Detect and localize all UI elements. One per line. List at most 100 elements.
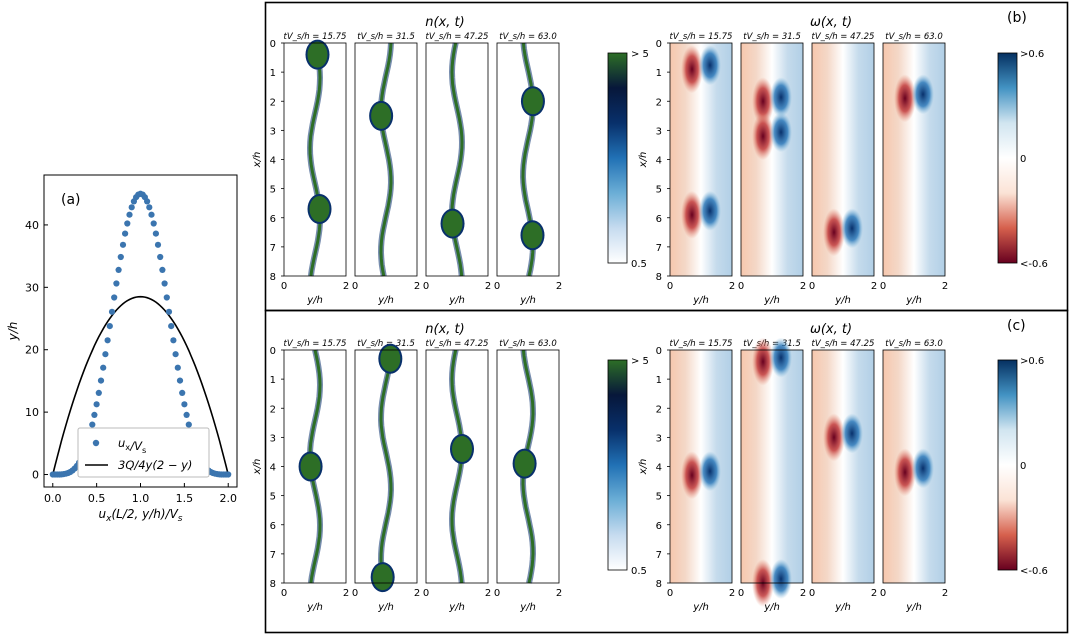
- density-core: [308, 42, 322, 277]
- vortex-negative: [894, 74, 916, 123]
- y-tick-label: 0: [32, 469, 39, 482]
- frame-label: tV_s/h = 15.75: [670, 32, 733, 42]
- density-blob: [522, 222, 543, 249]
- vortex-positive: [770, 559, 792, 599]
- density-blob: [451, 436, 472, 463]
- frame-label: tV_s/h = 31.5: [357, 339, 415, 349]
- x-tick-label: 2: [871, 281, 877, 292]
- x-tick-label: 0: [423, 588, 429, 599]
- colorbar-gradient: [607, 52, 628, 264]
- panel-label: (c): [1007, 318, 1026, 334]
- vortex-positive: [699, 45, 721, 86]
- heatmap-frame: tV_s/h = 31.5 0 2 y/h: [738, 337, 806, 613]
- y-tick-label: 6: [270, 521, 276, 532]
- frame-label: tV_s/h = 31.5: [743, 339, 801, 349]
- heatmap-bg: [741, 43, 803, 276]
- x-tick-label: 0: [880, 588, 886, 599]
- y-tick-label: 6: [656, 521, 662, 532]
- density-blob: [514, 450, 535, 477]
- x-tick-label: 1.5: [176, 492, 194, 505]
- x-tick-label: 2: [485, 281, 491, 292]
- heatmap-frame: tV_s/h = 15.75 0 2 y/h 0 1 2 3 4 5 6 7 8 x/h: [252, 32, 349, 306]
- x-tick-label: 0: [667, 281, 673, 292]
- frame-label: tV_s/h = 47.25: [426, 339, 489, 349]
- y-tick-label: 2: [656, 404, 662, 415]
- data-point: [95, 389, 102, 396]
- x-tick-label: 0: [352, 281, 358, 292]
- data-point: [154, 241, 162, 248]
- data-point: [168, 323, 175, 330]
- data-point: [150, 220, 157, 227]
- panel-c: n(x, t)tV_s/h = 15.750 2y/h012345678x/htV…: [252, 318, 1048, 613]
- y-tick-label: 5: [270, 492, 276, 503]
- colorbar-label-zero: 0: [1020, 154, 1026, 165]
- x-tick-label: 2: [800, 588, 806, 599]
- colorbar-gradient: [997, 52, 1018, 264]
- data-point: [97, 377, 105, 384]
- x-axis-label: y/h: [763, 602, 780, 613]
- density-core: [379, 42, 393, 277]
- frame-label: tV_s/h = 15.75: [284, 339, 347, 349]
- x-tick-label: 0.5: [88, 492, 106, 505]
- legend-marker-points: [92, 439, 100, 447]
- density-blob: [380, 345, 401, 372]
- data-point: [181, 401, 188, 408]
- y-tick-label: 10: [25, 406, 39, 419]
- y-tick-label: 4: [270, 463, 276, 474]
- x-tick-label: 2: [942, 281, 948, 292]
- data-point: [165, 308, 173, 315]
- x-tick-label: 0: [738, 588, 744, 599]
- legend-box: [77, 427, 210, 478]
- heatmap-frame: tV_s/h = 63.0 0 2 y/h: [880, 339, 948, 613]
- colorbar-gradient: [997, 359, 1018, 571]
- x-axis-label: y/h: [692, 602, 709, 613]
- data-point: [172, 351, 179, 358]
- colorbar-label-max: >0.6: [1020, 356, 1044, 367]
- x-tick-label: 0: [494, 281, 500, 292]
- density-blob: [372, 564, 393, 591]
- heatmap-frame: tV_s/h = 47.25 0 2 y/h: [809, 339, 877, 613]
- x-tick-label: 2: [556, 281, 562, 292]
- y-tick-label: 0: [656, 39, 662, 50]
- x-axis-label: y/h: [763, 295, 780, 306]
- heatmap-frame: tV_s/h = 47.25 0 2 y/h: [423, 339, 491, 613]
- density-core: [379, 349, 393, 584]
- frame-label: tV_s/h = 63.0: [885, 32, 943, 42]
- heatmap-frame: tV_s/h = 63.0 0 2 y/h: [494, 339, 562, 613]
- y-tick-label: 8: [656, 272, 662, 283]
- frame-label: tV_s/h = 47.25: [812, 32, 875, 42]
- colorbar-label-zero: 0: [1020, 461, 1026, 472]
- colorbar-label-max: > 5: [631, 49, 649, 60]
- density-blob: [309, 196, 330, 223]
- y-tick-label: 5: [656, 185, 662, 196]
- data-point: [225, 471, 232, 478]
- group-title: ω(x, t): [810, 322, 852, 337]
- vortex-positive: [912, 74, 934, 115]
- data-point: [106, 323, 113, 330]
- y-tick-label: 4: [656, 463, 662, 474]
- colorbar-label-min: <-0.6: [1020, 566, 1048, 577]
- heatmap-frame-border: [354, 349, 418, 584]
- heatmap-frame-border: [425, 42, 489, 277]
- panel-a-label: (a): [61, 192, 81, 208]
- x-tick-label: 2: [343, 281, 349, 292]
- series-line: [52, 295, 229, 475]
- y-tick-label: 7: [270, 550, 276, 561]
- data-point: [179, 389, 186, 396]
- data-point: [146, 204, 153, 211]
- panel-c-border: [264, 309, 1069, 634]
- data-point: [102, 351, 109, 358]
- x-tick-label: 2: [556, 588, 562, 599]
- heatmap-frame: tV_s/h = 15.75 0 2 y/h 0 1 2 3 4 5 6 7 8 x/h: [252, 339, 349, 613]
- vortex-positive: [699, 451, 721, 492]
- x-tick-label: 0: [423, 281, 429, 292]
- heatmap-frame: tV_s/h = 47.25 0 2 y/h: [809, 32, 877, 306]
- data-point: [115, 266, 122, 273]
- data-point: [174, 364, 181, 371]
- vortex-positive: [841, 208, 863, 249]
- data-point: [148, 211, 155, 218]
- y-tick-label: 2: [270, 97, 276, 108]
- y-tick-label: 30: [25, 281, 39, 294]
- heatmap-bg: [812, 350, 874, 583]
